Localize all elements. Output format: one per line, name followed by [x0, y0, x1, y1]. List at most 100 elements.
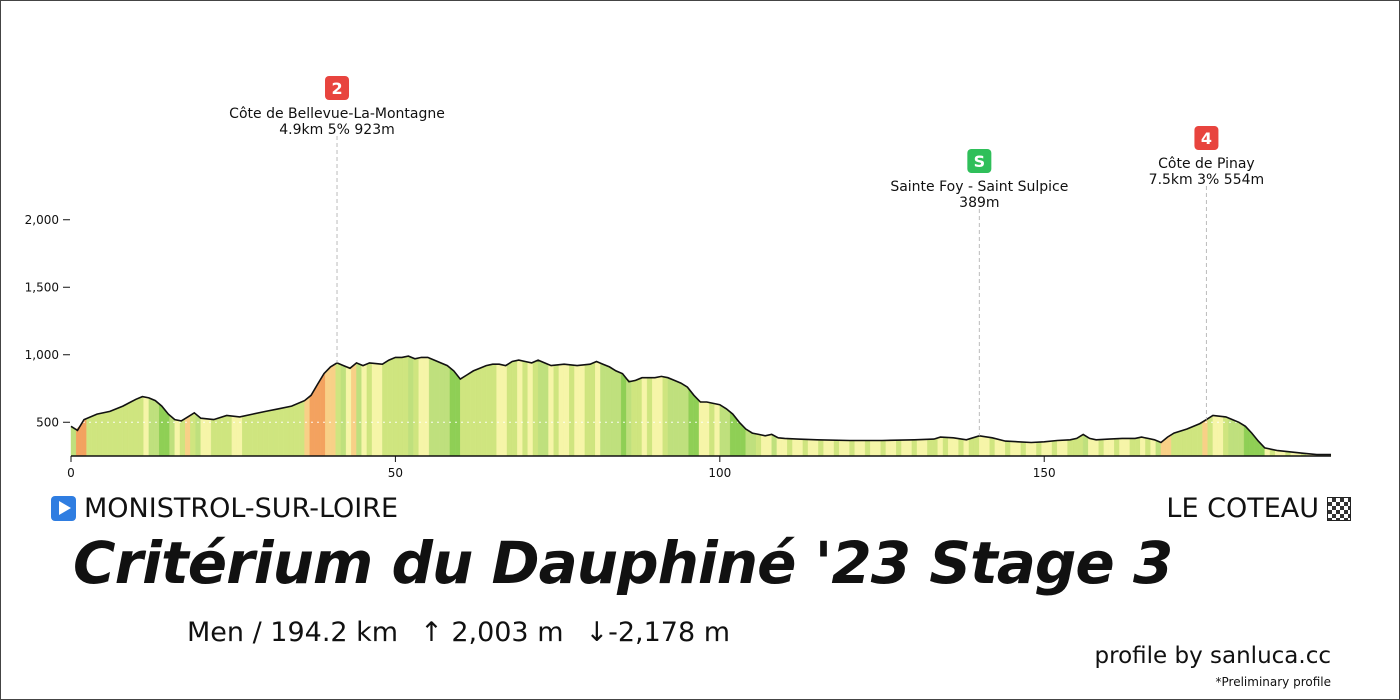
profile-segment — [283, 406, 290, 457]
profile-segment — [1062, 439, 1068, 457]
profile-segment — [636, 377, 643, 457]
profile-segment — [1046, 440, 1053, 457]
credit-text: profile by sanluca.cc — [1094, 643, 1331, 669]
profile-segment — [875, 440, 881, 457]
profile-segment — [1134, 437, 1141, 457]
axes: 0 50 100 150 500 1,000 1,500 2,000 — [25, 213, 1331, 480]
finish-location: LE COTEAU — [1166, 493, 1351, 524]
profile-segment — [584, 363, 591, 457]
profile-segment — [813, 439, 819, 457]
profile-segment — [1010, 441, 1016, 457]
profile-segment — [766, 434, 772, 457]
profile-segment — [304, 395, 310, 457]
x-tick-label: 0 — [67, 466, 75, 480]
profile-segment — [148, 397, 155, 457]
profile-segment — [1197, 421, 1203, 457]
profile-segment — [595, 361, 601, 457]
profile-segment — [620, 372, 627, 457]
profile-segment — [117, 405, 124, 457]
profile-segment — [1140, 437, 1146, 457]
profile-segment — [179, 418, 186, 457]
profile-segment — [1207, 415, 1214, 457]
profile-segment — [1145, 437, 1151, 457]
profile-segment — [96, 412, 103, 457]
climb-stats: 7.5km 3% 554m — [1149, 172, 1264, 188]
profile-segment — [968, 437, 975, 457]
profile-segment — [330, 363, 336, 457]
profile-segment — [537, 359, 544, 457]
profile-segment — [641, 377, 648, 457]
profile-segment — [646, 377, 653, 457]
profile-segment — [454, 372, 461, 457]
profile-segment — [143, 396, 150, 457]
profile-segment — [252, 412, 259, 457]
stage-title: Critérium du Dauphiné '23 Stage 3 — [73, 529, 1173, 597]
profile-segment — [335, 363, 342, 457]
climb-stats: 389m — [959, 195, 999, 211]
profile-segment — [631, 379, 637, 457]
profile-segment — [221, 415, 227, 457]
profile-segment — [278, 407, 285, 457]
y-tick-label: 1,500 — [25, 280, 59, 294]
profile-segment — [579, 364, 586, 457]
profile-segment — [366, 362, 373, 457]
profile-segment — [205, 418, 212, 457]
profile-segment — [262, 410, 269, 457]
profile-segment — [828, 439, 835, 457]
profile-segment — [932, 437, 939, 457]
checkered-flag-icon — [1327, 496, 1351, 521]
start-label: MONISTROL-SUR-LOIRE — [84, 493, 399, 524]
x-tick-label: 100 — [708, 466, 731, 480]
profile-segment — [226, 415, 233, 457]
profile-segment — [958, 438, 964, 457]
profile-segment — [698, 400, 705, 457]
profile-segment — [755, 433, 762, 457]
profile-segment — [1233, 419, 1240, 457]
preliminary-note: *Preliminary profile — [1215, 675, 1331, 689]
profile-segment — [527, 361, 534, 457]
profile-segment — [984, 436, 990, 457]
profile-segment — [1036, 441, 1042, 457]
profile-segment — [947, 437, 954, 457]
profile-segment — [1129, 438, 1136, 457]
profile-segment — [771, 434, 778, 457]
profile-segment — [501, 364, 508, 457]
profile-segment — [101, 411, 108, 457]
climb-badge-label: 4 — [1201, 129, 1212, 148]
y-tick-label: 500 — [36, 415, 59, 429]
profile-segment — [465, 372, 471, 457]
profile-segment — [999, 439, 1006, 457]
profile-segment — [714, 403, 721, 457]
profile-segment — [107, 410, 113, 457]
climb-badge — [1194, 126, 1219, 150]
profile-segment — [1057, 439, 1063, 457]
profile-segment — [138, 396, 144, 457]
profile-outline — [70, 355, 1331, 456]
profile-segment — [169, 414, 176, 457]
profile-segment — [906, 439, 913, 457]
profile-segment — [1098, 439, 1105, 457]
profile-segment — [973, 435, 980, 457]
profile-segment — [724, 407, 731, 457]
profile-segment — [864, 440, 871, 457]
profile-segment — [662, 376, 669, 457]
profile-segment — [184, 414, 191, 457]
climb-badge — [967, 149, 992, 173]
profile-segment — [216, 416, 222, 457]
profile-segment — [382, 360, 388, 457]
profile-segment — [1041, 441, 1048, 457]
profile-segment — [1186, 426, 1193, 457]
profile-segment — [1114, 438, 1120, 457]
profile-segment — [1176, 430, 1182, 457]
profile-segment — [833, 439, 840, 457]
profile-segment — [1124, 438, 1131, 457]
x-tick-label: 150 — [1033, 466, 1056, 480]
profile-segment — [678, 381, 684, 457]
climb-name: Côte de Pinay — [1158, 156, 1255, 172]
profile-segment — [1202, 418, 1208, 457]
descent-value: ↓-2,178 m — [585, 617, 731, 648]
profile-segment — [470, 369, 477, 457]
profile-segment — [517, 360, 523, 457]
